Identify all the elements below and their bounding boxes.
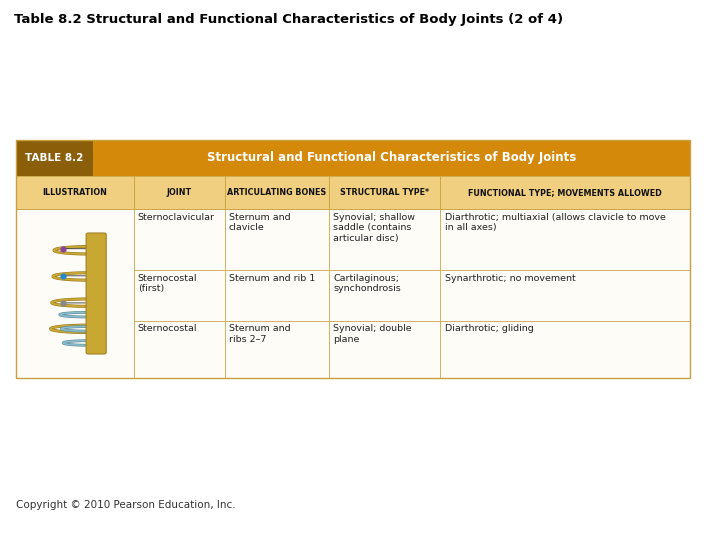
FancyBboxPatch shape [225,270,329,321]
Text: STRUCTURAL TYPE*: STRUCTURAL TYPE* [340,188,429,197]
FancyBboxPatch shape [225,209,329,270]
FancyBboxPatch shape [225,176,329,209]
FancyBboxPatch shape [441,176,690,209]
FancyBboxPatch shape [16,140,93,176]
Text: ILLUSTRATION: ILLUSTRATION [42,188,107,197]
FancyBboxPatch shape [133,176,225,209]
Text: Diarthrotic; multiaxial (allows clavicle to move
in all axes): Diarthrotic; multiaxial (allows clavicle… [445,213,665,232]
FancyBboxPatch shape [441,321,690,378]
Text: TABLE 8.2: TABLE 8.2 [25,153,84,163]
FancyBboxPatch shape [133,209,225,270]
Text: Table 8.2 Structural and Functional Characteristics of Body Joints (2 of 4): Table 8.2 Structural and Functional Char… [14,14,563,26]
FancyBboxPatch shape [441,270,690,321]
Text: Sternum and
clavicle: Sternum and clavicle [229,213,290,232]
Text: Structural and Functional Characteristics of Body Joints: Structural and Functional Characteristic… [207,151,576,165]
FancyBboxPatch shape [329,270,441,321]
FancyBboxPatch shape [441,209,690,270]
FancyBboxPatch shape [86,233,107,354]
FancyBboxPatch shape [133,270,225,321]
Text: Sternocostal
(first): Sternocostal (first) [138,274,197,293]
Text: Synovial; shallow
saddle (contains
articular disc): Synovial; shallow saddle (contains artic… [333,213,415,242]
Text: Diarthrotic; gliding: Diarthrotic; gliding [445,325,534,333]
Text: JOINT: JOINT [166,188,192,197]
Text: Sternum and
ribs 2–7: Sternum and ribs 2–7 [229,325,290,344]
FancyBboxPatch shape [93,140,690,176]
FancyBboxPatch shape [133,321,225,378]
Text: Synarthrotic; no movement: Synarthrotic; no movement [445,274,575,283]
Text: Sternum and rib 1: Sternum and rib 1 [229,274,315,283]
FancyBboxPatch shape [329,176,441,209]
Text: Sternoclavicular: Sternoclavicular [138,213,215,222]
FancyBboxPatch shape [16,176,133,209]
Text: Cartilaginous;
synchondrosis: Cartilaginous; synchondrosis [333,274,401,293]
Text: Copyright © 2010 Pearson Education, Inc.: Copyright © 2010 Pearson Education, Inc. [16,500,235,510]
FancyBboxPatch shape [329,209,441,270]
FancyBboxPatch shape [16,209,133,378]
Text: ARTICULATING BONES: ARTICULATING BONES [228,188,326,197]
Text: Sternocostal: Sternocostal [138,325,197,333]
FancyBboxPatch shape [225,321,329,378]
FancyBboxPatch shape [329,321,441,378]
Text: FUNCTIONAL TYPE; MOVEMENTS ALLOWED: FUNCTIONAL TYPE; MOVEMENTS ALLOWED [468,188,662,197]
Text: Synovial; double
plane: Synovial; double plane [333,325,412,344]
